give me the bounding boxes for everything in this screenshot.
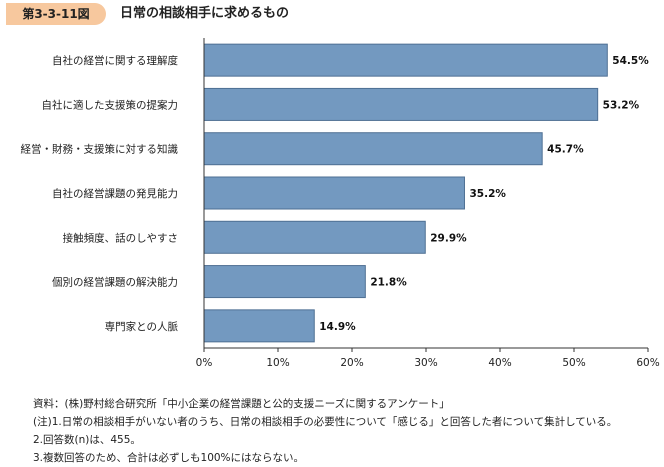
category-label-5: 個別の経営課題の解決能力 (52, 276, 178, 289)
category-label-0: 自社の経営に関する理解度 (52, 54, 178, 67)
category-label-3: 自社の経営課題の発見能力 (52, 187, 178, 200)
x-tick-label-1: 10% (266, 357, 289, 369)
x-tick-label-3: 30% (414, 357, 437, 369)
bar-6 (203, 309, 315, 343)
note-1: (注)1.日常の相談相手がいない者のうち、日常の相談相手の必要性について「感じる… (33, 416, 618, 428)
value-label-2: 45.7% (547, 144, 584, 156)
x-tick-label-0: 0% (196, 357, 213, 369)
x-tick-label-2: 20% (340, 357, 363, 369)
category-label-2: 経営・財務・支援策に対する知識 (21, 143, 179, 156)
value-label-3: 35.2% (469, 188, 506, 200)
notes-block: 資料：(株)野村総合研究所「中小企業の経営課題と公的支援ニーズに関するアンケート… (33, 395, 617, 467)
bar-2 (203, 132, 543, 166)
bar-5 (203, 265, 366, 299)
note-3: 3.複数回答のため、合計は必ずしも100%にはならない。 (33, 452, 305, 464)
x-tick-label-5: 50% (562, 357, 585, 369)
x-tick-label-6: 60% (636, 357, 659, 369)
category-label-6: 専門家との人脈 (105, 320, 179, 333)
figure-title: 日常の相談相手に求めるもの (120, 6, 290, 21)
bar-0 (203, 43, 608, 77)
figure-number-badge: 第3-3-11図 (6, 3, 106, 25)
bar-chart: 自社の経営に関する理解度 54.5% 自社に適した支援策の提案力 53.2% 経営・財務… (21, 38, 660, 369)
value-label-6: 14.9% (319, 321, 356, 333)
source-note: 資料：(株)野村総合研究所「中小企業の経営課題と公的支援ニーズに関するアンケート… (33, 398, 450, 410)
bar-1 (203, 87, 599, 121)
category-label-1: 自社に適した支援策の提案力 (42, 98, 179, 111)
value-label-4: 29.9% (430, 232, 467, 244)
note-2: 2.回答数(n)は、455。 (33, 434, 141, 446)
value-label-0: 54.5% (612, 55, 649, 67)
x-tick-label-4: 40% (488, 357, 511, 369)
bar-3 (203, 176, 465, 210)
bar-4 (203, 220, 426, 254)
value-label-5: 21.8% (370, 277, 407, 289)
value-label-1: 53.2% (603, 99, 640, 111)
category-label-4: 接触頻度、話のしやすさ (63, 231, 178, 244)
